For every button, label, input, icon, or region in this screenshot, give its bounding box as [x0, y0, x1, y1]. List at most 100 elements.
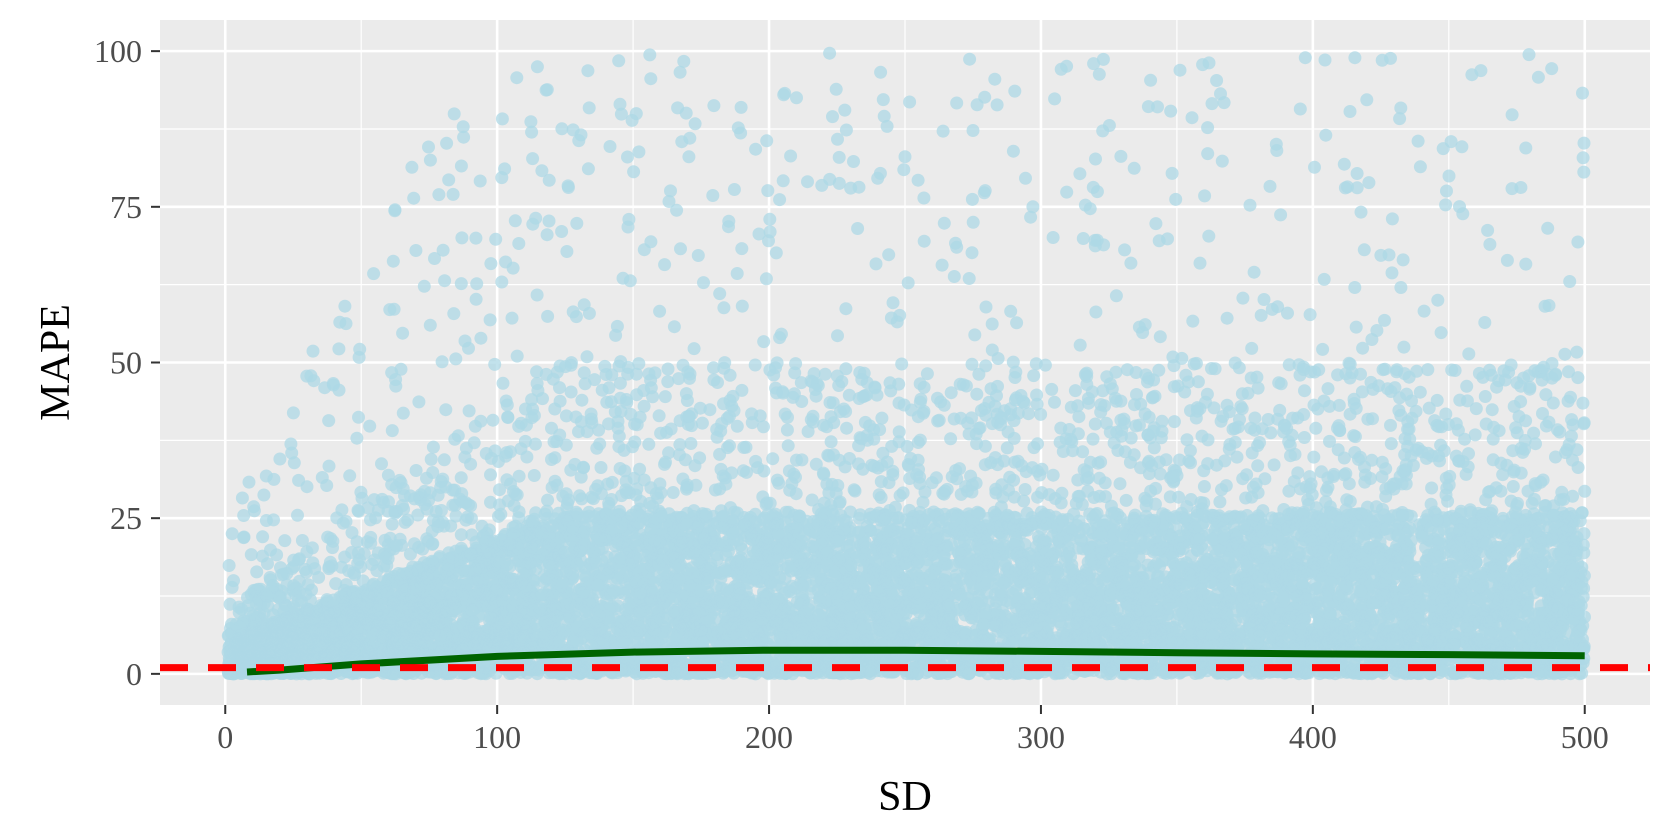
scatter-point [874, 475, 888, 489]
scatter-point [763, 212, 777, 226]
scatter-point [1396, 253, 1410, 267]
scatter-point [1536, 407, 1549, 420]
scatter-point [1562, 365, 1575, 379]
scatter-point [235, 491, 249, 505]
scatter-point [675, 135, 689, 149]
scatter-point [985, 317, 999, 331]
scatter-point [1130, 388, 1143, 401]
scatter-point [524, 115, 538, 129]
scatter-point [667, 320, 681, 334]
scatter-point [1253, 436, 1266, 449]
scatter-point [1309, 421, 1323, 435]
scatter-point [839, 123, 853, 137]
scatter-point [1350, 181, 1364, 195]
scatter-point [528, 437, 542, 451]
scatter-point [1004, 304, 1018, 318]
scatter-point [1245, 341, 1259, 355]
scatter-point [937, 398, 951, 412]
scatter-point [1024, 210, 1038, 224]
scatter-point [723, 368, 737, 382]
scatter-point [1558, 347, 1572, 361]
scatter-point [1425, 481, 1439, 495]
scatter-point [1449, 449, 1463, 463]
scatter-point [1318, 53, 1332, 67]
scatter-point [1360, 93, 1374, 107]
scatter-point [542, 214, 556, 228]
scatter-point [1181, 375, 1195, 389]
scatter-point [734, 126, 748, 140]
scatter-point [662, 446, 676, 460]
scatter-point [1187, 357, 1201, 371]
scatter-point [687, 342, 701, 356]
scatter-point [1397, 340, 1411, 354]
scatter-point [594, 461, 608, 474]
scatter-point [581, 64, 595, 78]
scatter-point [1439, 407, 1453, 421]
scatter-point [564, 385, 578, 399]
scatter-point [752, 227, 766, 241]
scatter-point [622, 212, 636, 226]
scatter-point [449, 352, 463, 366]
scatter-point [1248, 411, 1262, 425]
scatter-point [1060, 185, 1074, 199]
scatter-point [1215, 483, 1228, 497]
scatter-point [1073, 167, 1087, 181]
scatter-point [412, 395, 426, 409]
scatter-point [541, 309, 555, 323]
scatter-point [338, 299, 352, 313]
scatter-point [574, 470, 588, 484]
scatter-point [1564, 390, 1577, 404]
scatter-point [1514, 395, 1528, 409]
scatter-point [1149, 217, 1163, 231]
scatter-point [1089, 305, 1103, 319]
scatter-point [555, 122, 569, 136]
scatter-point [1385, 266, 1399, 280]
scatter-point [1308, 160, 1321, 174]
scatter-point [735, 299, 749, 313]
scatter-point [1029, 357, 1043, 371]
scatter-point [763, 225, 777, 239]
scatter-point [573, 489, 586, 503]
scatter-point [1169, 192, 1183, 206]
scatter-point [225, 527, 239, 541]
scatter-point [851, 222, 865, 235]
scatter-point [375, 457, 388, 471]
scatter-point [789, 357, 803, 371]
scatter-point [757, 335, 771, 349]
scatter-point [1462, 347, 1476, 361]
scatter-point [405, 160, 419, 174]
scatter-point [816, 466, 830, 480]
scatter-point [713, 287, 727, 301]
scatter-point [1483, 237, 1497, 251]
scatter-point [495, 112, 509, 126]
scatter-point [1068, 384, 1082, 398]
scatter-point [257, 488, 271, 502]
scatter-point [542, 173, 556, 187]
scatter-point [1198, 189, 1212, 203]
scatter-point [439, 403, 453, 417]
scatter-point [1230, 450, 1244, 464]
scatter-point [530, 60, 544, 74]
scatter-point [1577, 165, 1591, 179]
scatter-point [360, 535, 374, 549]
scatter-point [1577, 416, 1591, 430]
scatter-point [1072, 410, 1086, 424]
scatter-point [781, 410, 794, 424]
scatter-point [1442, 169, 1456, 183]
scatter-point [911, 173, 925, 187]
scatter-point [832, 150, 846, 164]
scatter-point [968, 328, 982, 342]
scatter-point [1164, 104, 1178, 118]
scatter-point [831, 132, 844, 146]
scatter-point [1180, 433, 1194, 447]
scatter-point [1506, 480, 1520, 493]
scatter-point [322, 414, 336, 428]
scatter-point [335, 503, 349, 517]
scatter-point [990, 98, 1004, 112]
scatter-point [456, 120, 470, 134]
scatter-point [512, 469, 526, 483]
scatter-point [666, 486, 680, 499]
scatter-point [423, 318, 437, 332]
scatter-point [725, 466, 739, 480]
scatter-point [781, 439, 795, 453]
